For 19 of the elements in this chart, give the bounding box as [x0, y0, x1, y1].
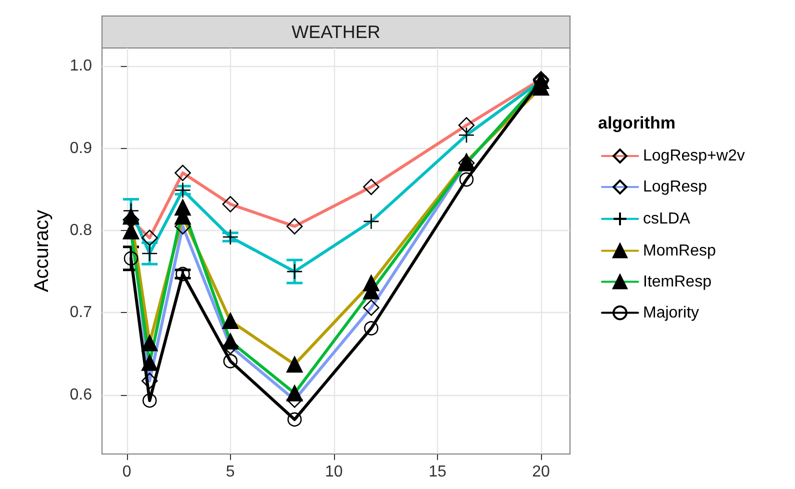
legend-label: csLDA — [643, 210, 690, 228]
x-tick-label: 5 — [226, 464, 235, 480]
y-axis-title: Accuracy — [31, 210, 53, 292]
chart-title: WEATHER — [292, 22, 380, 42]
x-tick-label: 10 — [325, 464, 343, 480]
x-tick-label: 20 — [532, 464, 550, 480]
y-tick-label: 0.8 — [70, 222, 92, 239]
legend-title: algorithm — [598, 114, 676, 132]
legend-label: ItemResp — [643, 273, 712, 290]
x-tick-label: 0 — [122, 464, 132, 480]
y-tick-label: 0.9 — [70, 140, 92, 157]
legend-label: MomResp — [643, 242, 716, 260]
y-tick-label: 0.7 — [70, 304, 92, 322]
x-tick-label: 15 — [428, 464, 446, 480]
legend-label: LogResp — [643, 178, 708, 196]
legend-label: Majority — [643, 304, 700, 322]
y-tick-label: 0.6 — [70, 386, 92, 404]
y-tick-label: 1.0 — [70, 58, 92, 75]
legend-label: LogResp+w2v — [643, 148, 745, 164]
